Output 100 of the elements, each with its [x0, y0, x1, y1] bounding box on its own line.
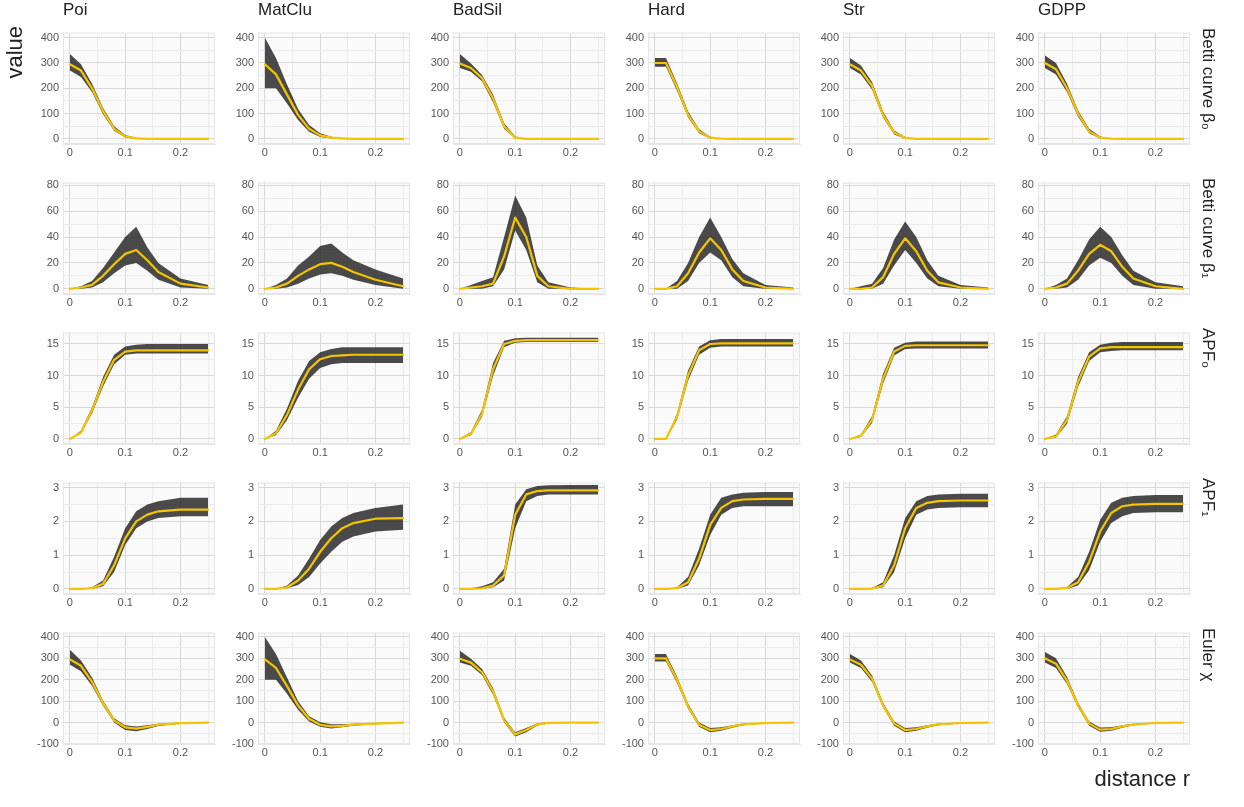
y-tick-label: 15 — [46, 337, 59, 350]
y-tick-label: 300 — [820, 56, 839, 69]
x-tick-label: 0.2 — [757, 595, 774, 608]
y-tick-label: 400 — [1015, 629, 1034, 642]
x-tick-label: 0.1 — [117, 445, 133, 458]
y-tick-label: 200 — [625, 81, 644, 94]
x-tick-label: 0.1 — [897, 145, 913, 158]
x-tick-label: 0 — [261, 595, 268, 608]
y-tick-label: 15 — [436, 337, 449, 350]
y-tick-label: 80 — [1021, 178, 1034, 191]
y-tick-label: 2 — [442, 514, 449, 527]
x-tick-label: 0.2 — [952, 595, 969, 608]
x-tick-label: 0.1 — [897, 295, 913, 308]
x-tick-label: 0.2 — [952, 295, 969, 308]
x-tick-label: 0 — [456, 595, 463, 608]
x-tick-label: 0 — [846, 445, 853, 458]
y-tick-label: 10 — [436, 368, 449, 381]
y-tick-label: 300 — [40, 651, 59, 664]
x-tick-label: 0.1 — [1092, 595, 1108, 608]
y-tick-label: 1 — [1027, 548, 1034, 561]
x-tick-label: 0.1 — [312, 595, 328, 608]
x-tick-label: 0.1 — [702, 595, 718, 608]
x-tick-label: 0.2 — [562, 145, 579, 158]
y2-axis-title: Betti curve β₀ — [1198, 28, 1218, 130]
y-tick-label: 1 — [637, 548, 644, 561]
x-tick-label: 0.2 — [1147, 445, 1164, 458]
x-tick-label: 0 — [651, 595, 658, 608]
y-tick-label: 2 — [637, 514, 644, 527]
y-axis-title: value — [2, 26, 28, 79]
y-tick-label: 1 — [832, 548, 839, 561]
y-tick-label: 0 — [637, 131, 644, 144]
y-tick-label: 0 — [832, 715, 839, 728]
y-tick-label: 1 — [442, 548, 449, 561]
y-tick-label: 300 — [430, 56, 449, 69]
y-tick-label: 200 — [235, 672, 254, 685]
y-tick-label: 15 — [241, 337, 254, 350]
x-tick-label: 0 — [846, 145, 853, 158]
y-tick-label: 3 — [832, 480, 839, 493]
y-tick-label: 200 — [430, 672, 449, 685]
x-tick-label: 0 — [66, 145, 73, 158]
x-tick-label: 0.1 — [117, 295, 133, 308]
x-tick-label: 0 — [261, 745, 268, 758]
chart-title: BadSil — [453, 0, 503, 20]
x-tick-label: 0.1 — [312, 745, 328, 758]
x-tick-label: 0.1 — [312, 295, 328, 308]
y-tick-label: 200 — [235, 81, 254, 94]
x-tick-label: 0.1 — [507, 295, 523, 308]
x-tick-label: 0.2 — [562, 295, 579, 308]
y-tick-label: 400 — [820, 30, 839, 43]
x-tick-label: 0 — [261, 445, 268, 458]
y-tick-label: 40 — [826, 230, 839, 243]
x-tick-label: 0.1 — [1092, 445, 1108, 458]
y-tick-label: 200 — [1015, 672, 1034, 685]
y-tick-label: -100 — [426, 737, 449, 750]
x-tick-label: 0.1 — [897, 445, 913, 458]
chart-title: MatClu — [258, 0, 312, 20]
x-tick-label: 0.2 — [172, 745, 189, 758]
x-tick-label: 0 — [456, 295, 463, 308]
y-tick-label: 20 — [436, 255, 449, 268]
y2-axis-title: Euler χ — [1198, 628, 1218, 682]
y-tick-label: 60 — [1021, 204, 1034, 217]
y-tick-label: 400 — [235, 30, 254, 43]
y-tick-label: 10 — [1021, 368, 1034, 381]
y-tick-label: 5 — [247, 400, 254, 413]
x-tick-label: 0.2 — [562, 595, 579, 608]
y-tick-label: 1 — [247, 548, 254, 561]
x-tick-label: 0.2 — [172, 595, 189, 608]
x-tick-label: 0 — [651, 745, 658, 758]
x-tick-label: 0.1 — [312, 445, 328, 458]
x-tick-label: 0 — [456, 445, 463, 458]
y-tick-label: 0 — [247, 715, 254, 728]
x-tick-label: 0.1 — [897, 745, 913, 758]
y-tick-label: 300 — [235, 56, 254, 69]
y-tick-label: 20 — [826, 255, 839, 268]
x-tick-label: 0.2 — [1147, 295, 1164, 308]
x-tick-label: 0.1 — [507, 445, 523, 458]
y-tick-label: 40 — [631, 230, 644, 243]
y-tick-label: 15 — [1021, 337, 1034, 350]
y-tick-label: 300 — [625, 651, 644, 664]
y-tick-label: 10 — [241, 368, 254, 381]
chart-title: Poi — [63, 0, 88, 20]
y-tick-label: 60 — [241, 204, 254, 217]
y-tick-label: 3 — [52, 480, 59, 493]
x-tick-label: 0.2 — [1147, 745, 1164, 758]
x-axis-title: distance r — [1094, 766, 1190, 792]
y-tick-label: 5 — [52, 400, 59, 413]
x-tick-label: 0.2 — [172, 295, 189, 308]
y-tick-label: 200 — [40, 81, 59, 94]
x-tick-label: 0 — [846, 295, 853, 308]
chart-title: Hard — [648, 0, 685, 20]
y-tick-label: 10 — [826, 368, 839, 381]
y-tick-label: 300 — [625, 56, 644, 69]
y-tick-label: 0 — [1027, 131, 1034, 144]
y-tick-label: 400 — [235, 629, 254, 642]
y-tick-label: 300 — [430, 651, 449, 664]
y-tick-label: 2 — [832, 514, 839, 527]
x-tick-label: 0 — [1041, 145, 1048, 158]
y-tick-label: 400 — [625, 30, 644, 43]
x-tick-label: 0.2 — [1147, 145, 1164, 158]
x-tick-label: 0.1 — [1092, 745, 1108, 758]
